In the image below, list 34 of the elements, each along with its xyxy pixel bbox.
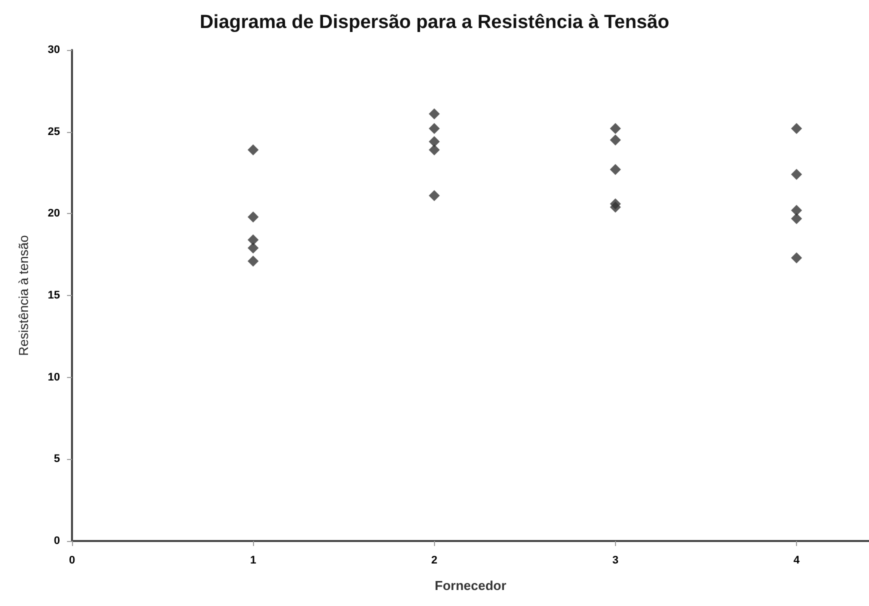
x-axis-title: Fornecedor [434, 578, 506, 593]
y-tick-label: 20 [48, 208, 60, 220]
x-tick-label: 3 [612, 554, 618, 566]
y-tick-label: 5 [54, 453, 60, 466]
point [428, 190, 440, 202]
point [610, 164, 621, 175]
point [791, 252, 802, 264]
y-tick-label: 0 [54, 535, 60, 547]
point [428, 123, 440, 134]
point [791, 168, 802, 180]
point [791, 123, 802, 134]
point [248, 144, 259, 156]
y-tick-label: 10 [48, 371, 60, 384]
chart-title: Diagrama de Dispersão para a Resistência à Tensão [200, 12, 670, 33]
point [791, 204, 802, 216]
point [248, 242, 259, 254]
x-tick-label: 0 [68, 554, 76, 566]
point [248, 234, 259, 246]
point [610, 123, 621, 134]
point [428, 144, 440, 156]
point [610, 134, 621, 146]
point [428, 136, 440, 148]
point [248, 256, 259, 267]
y-tick-label: 30 [48, 44, 60, 56]
x-tick-label: 4 [793, 554, 800, 566]
y-tick-label: 15 [48, 290, 60, 302]
point [610, 202, 621, 213]
x-tick-label: 1 [250, 554, 256, 566]
x-tick-label: 2 [431, 554, 438, 566]
y-axis-title: Resistência à tensão [16, 235, 31, 356]
point [248, 211, 259, 222]
point [791, 213, 802, 224]
y-tick-label: 25 [48, 126, 60, 138]
point [428, 108, 440, 120]
